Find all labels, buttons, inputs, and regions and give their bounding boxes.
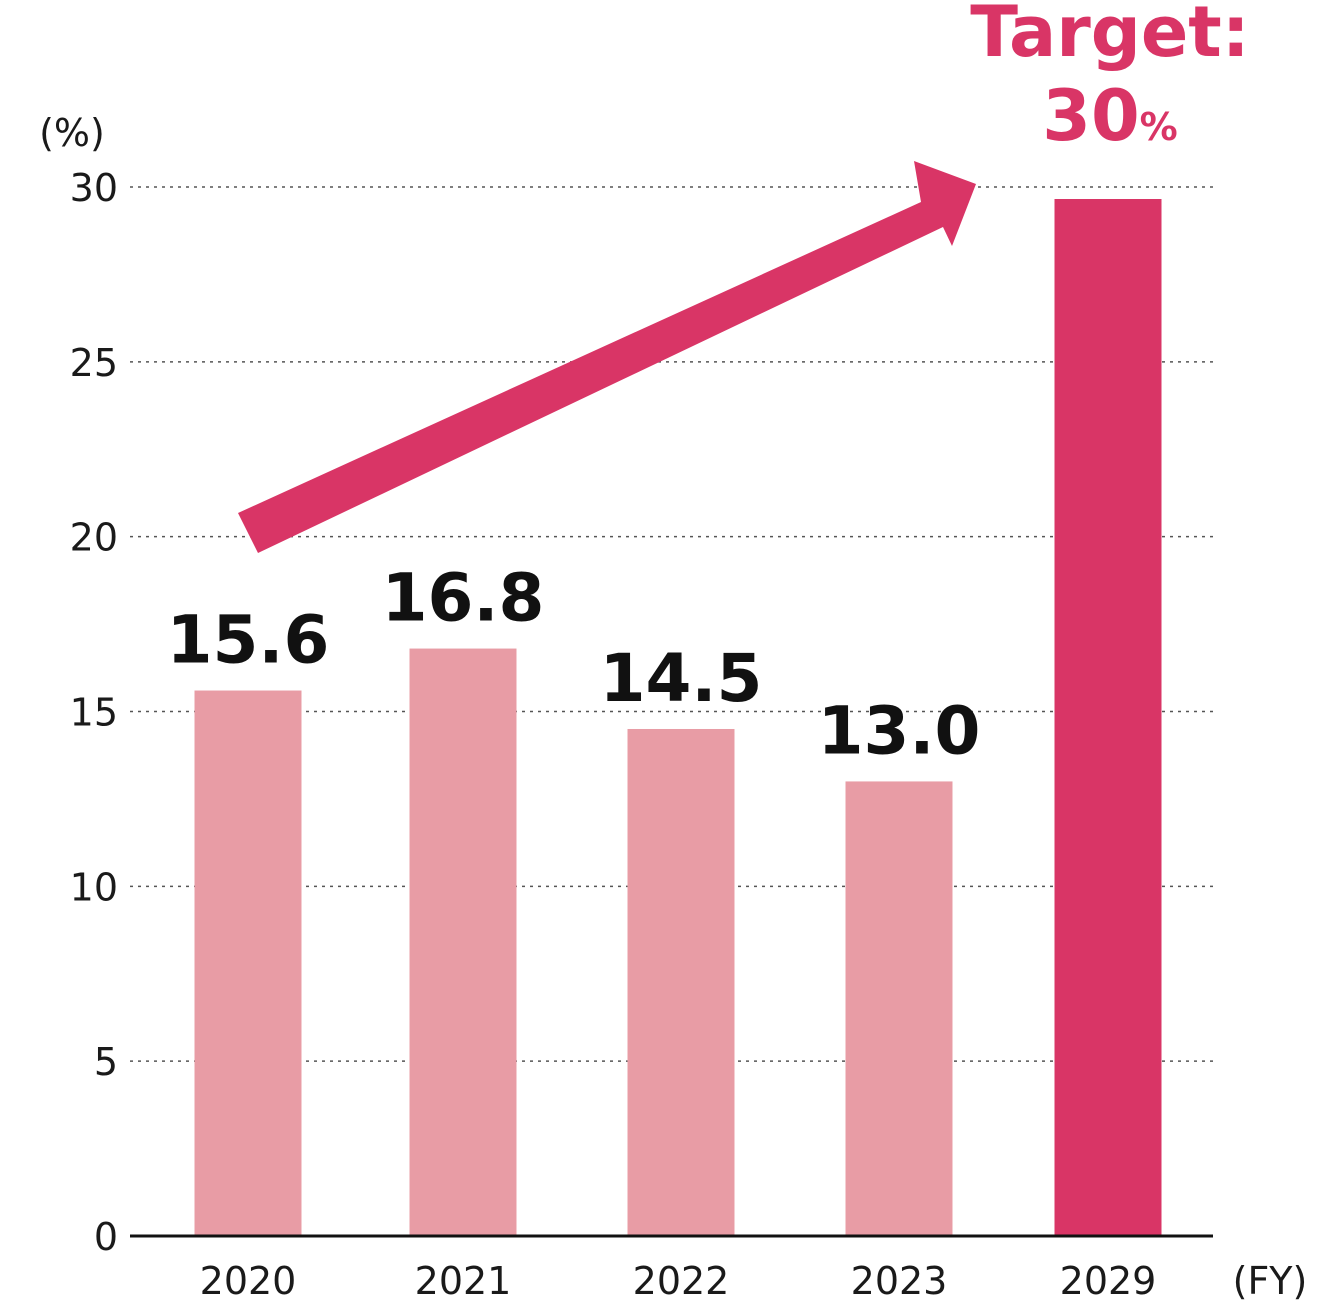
bar-2029 <box>1054 199 1162 1236</box>
labels: 0 5 10 15 20 25 30 15.6 2020 16.8 2021 14.5 2022 13.0… <box>70 166 1157 1303</box>
y-axis-unit-label: (%) <box>39 111 105 155</box>
data-label-2021: 16.8 <box>382 560 545 637</box>
trend-arrow-shape <box>238 161 976 553</box>
data-label-2020: 15.6 <box>167 602 330 679</box>
y-tick-label-15: 15 <box>70 691 118 735</box>
x-tick-label-2023: 2023 <box>851 1259 948 1303</box>
x-tick-label-2029: 2029 <box>1060 1259 1157 1303</box>
bar-2022 <box>627 728 735 1236</box>
y-tick-label-0: 0 <box>94 1215 118 1259</box>
x-tick-label-2022: 2022 <box>633 1259 730 1303</box>
target-label-prefix: Target: <box>970 0 1250 73</box>
y-tick-label-20: 20 <box>70 516 118 560</box>
bar-2020 <box>194 690 302 1236</box>
x-axis-unit-label: (FY) <box>1233 1259 1308 1303</box>
trend-arrow <box>238 161 976 553</box>
y-tick-label-10: 10 <box>70 865 118 909</box>
target-label-value: 30% <box>1042 75 1178 157</box>
bar-2023 <box>845 781 953 1236</box>
y-tick-label-25: 25 <box>70 341 118 385</box>
bar-2021 <box>409 648 517 1236</box>
x-tick-label-2020: 2020 <box>200 1259 297 1303</box>
target-value: 30 <box>1042 75 1139 157</box>
y-tick-label-30: 30 <box>70 166 118 210</box>
x-tick-label-2021: 2021 <box>415 1259 512 1303</box>
bars <box>194 199 1162 1236</box>
y-tick-label-5: 5 <box>94 1040 118 1084</box>
data-label-2023: 13.0 <box>818 692 981 769</box>
target-unit: % <box>1140 105 1178 149</box>
data-label-2022: 14.5 <box>600 640 763 717</box>
